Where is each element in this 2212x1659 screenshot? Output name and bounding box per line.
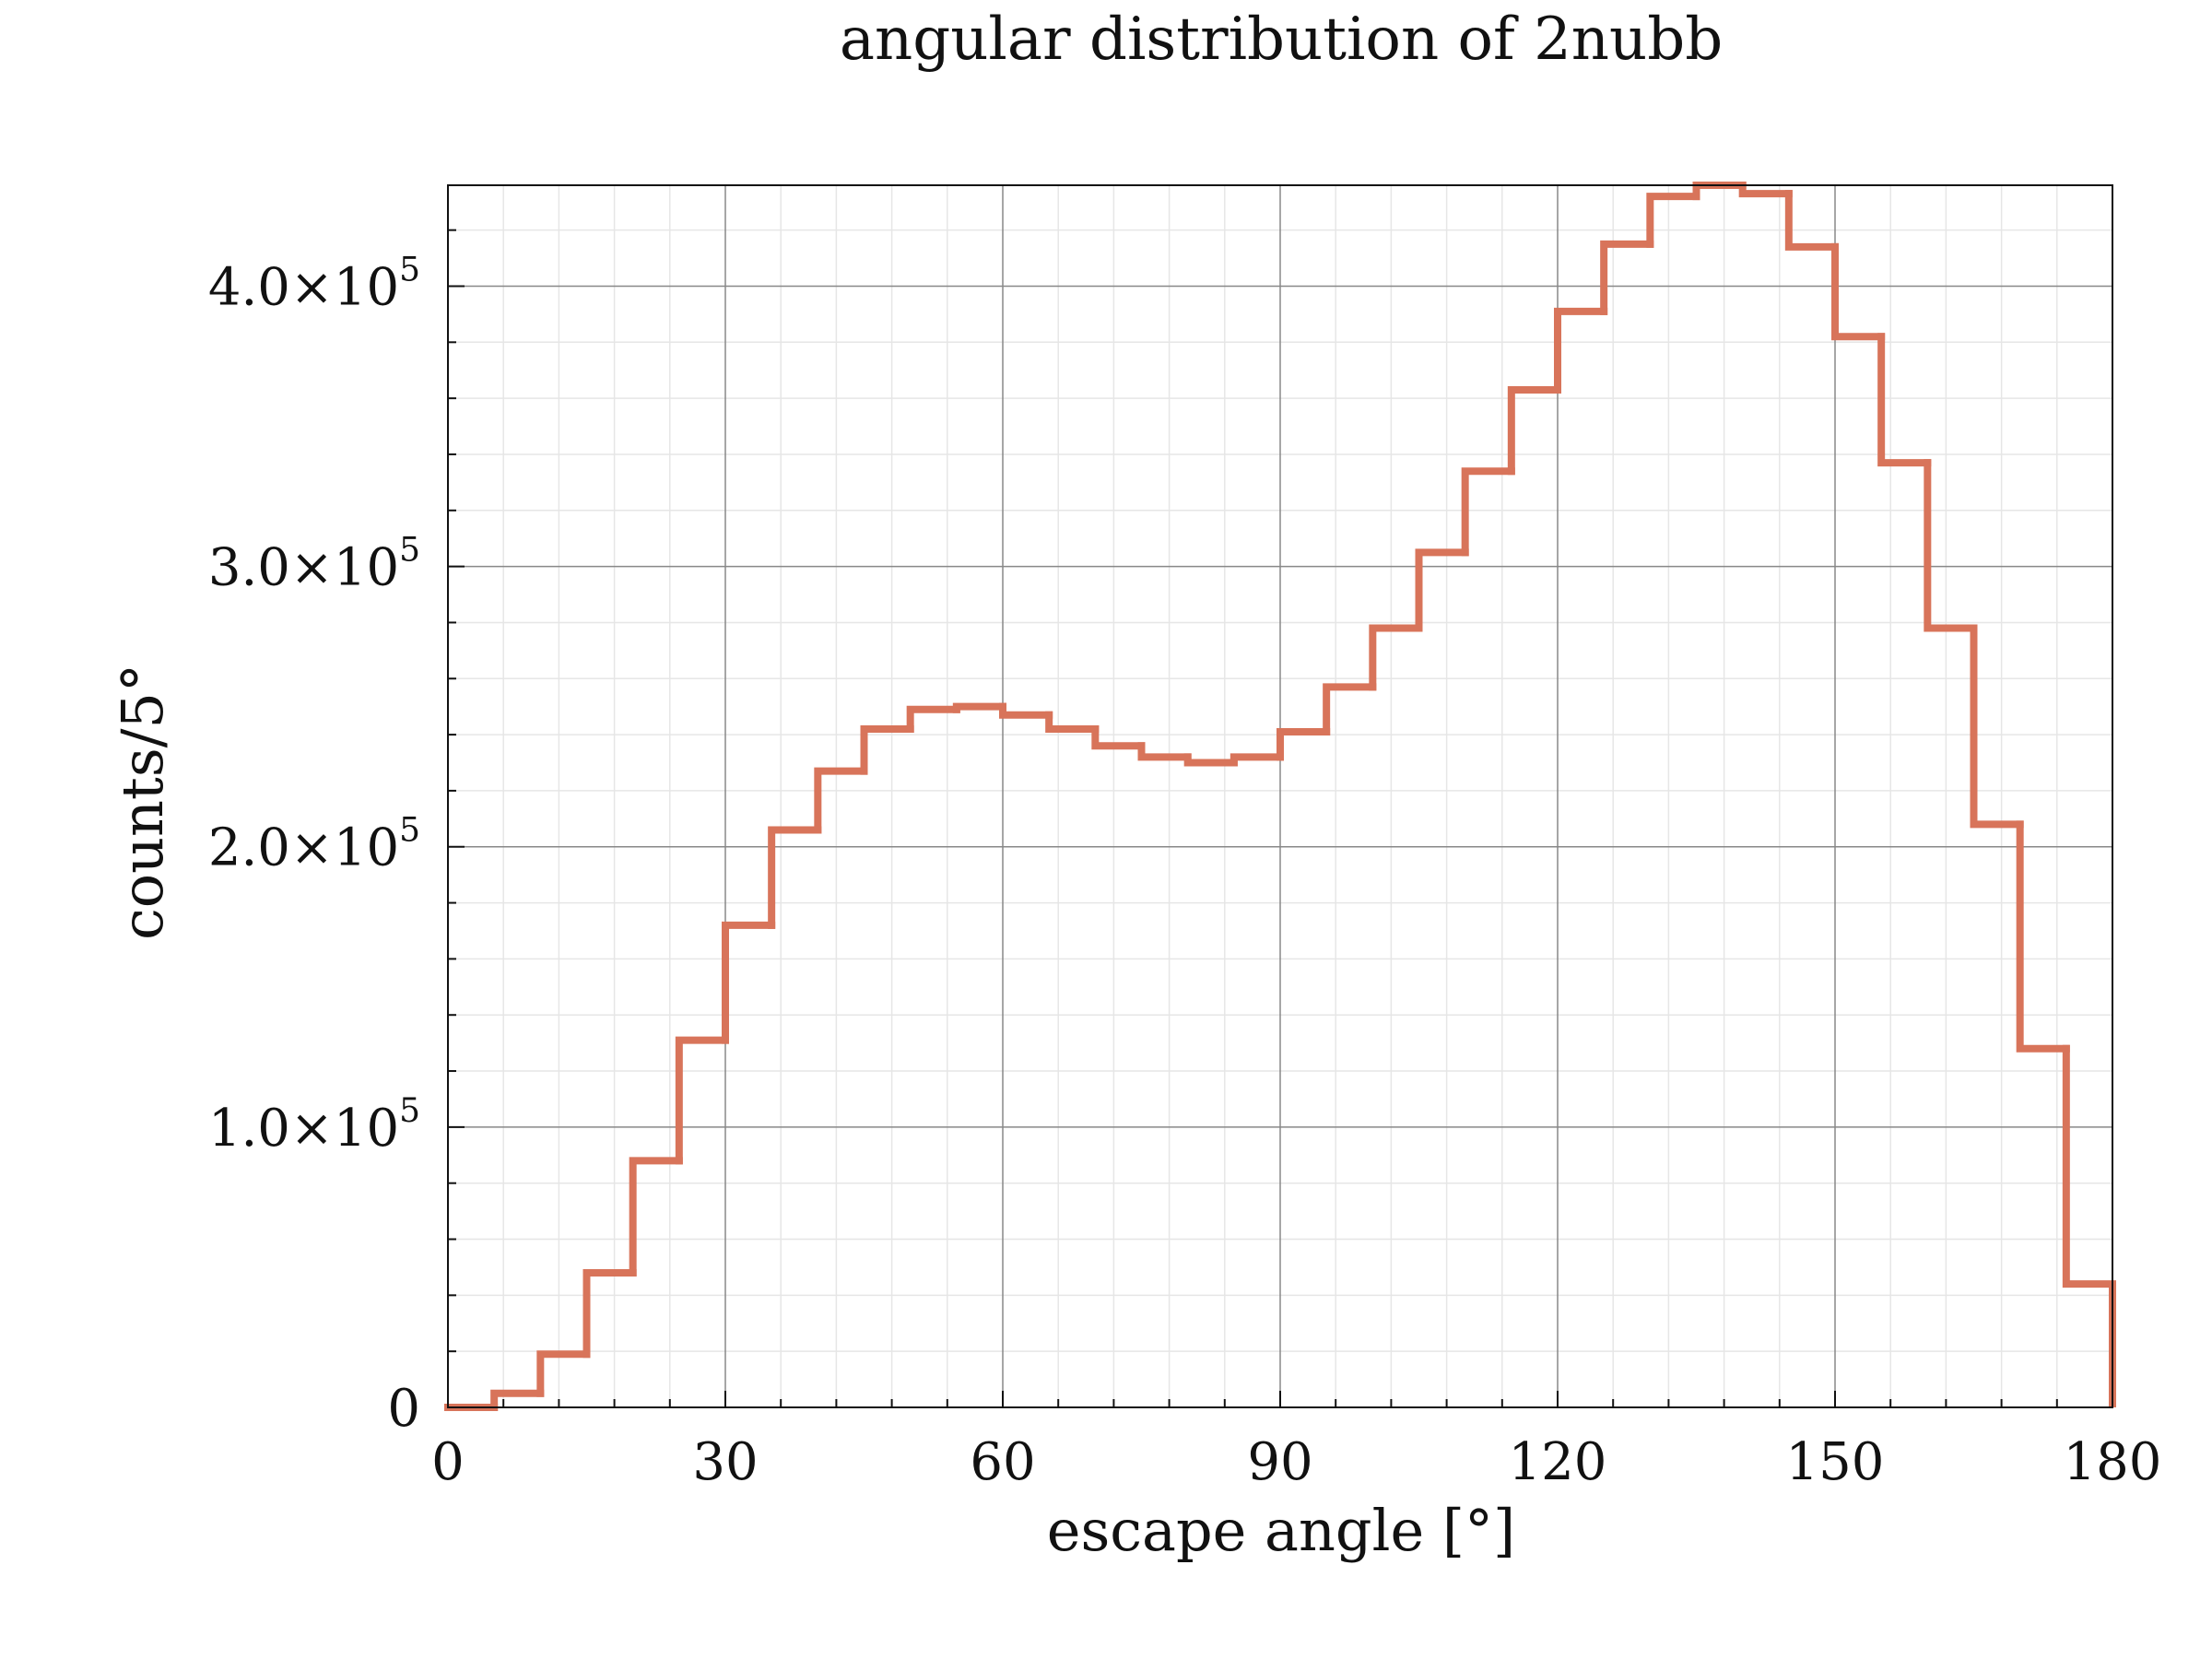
x-tick-label: 180: [2064, 1432, 2162, 1492]
y-tick-labels: 0 1.0×105 2.0×105 3.0×105 4.0×105: [208, 251, 420, 1439]
histogram-bin: [1461, 467, 1515, 557]
histogram-bin: [1784, 190, 1839, 251]
histogram-bin: [1554, 307, 1608, 394]
histogram-bin: [952, 702, 1006, 713]
histogram-bin: [629, 1157, 683, 1277]
y-tick-label: 2.0×105: [208, 812, 420, 878]
histogram-bin: [768, 826, 822, 929]
histogram-bin: [1045, 711, 1100, 734]
x-tick-label: 60: [970, 1432, 1035, 1492]
histogram-bin: [1831, 242, 1886, 341]
histogram-bin: [536, 1350, 591, 1397]
histogram-bin: [1970, 624, 2024, 829]
histogram-bin: [490, 1389, 545, 1411]
histogram-bin: [675, 1036, 729, 1165]
histogram-bin: [1369, 624, 1423, 691]
histogram-bin: [1646, 193, 1700, 248]
x-tick-label: 30: [692, 1432, 758, 1492]
histogram-bin: [1230, 753, 1284, 767]
histogram-bin: [1137, 742, 1192, 761]
x-tick-label: 150: [1786, 1432, 1885, 1492]
y-tick-label: 1.0×105: [208, 1092, 420, 1159]
histogram-bin: [1091, 725, 1146, 750]
histogram-bin: [2062, 1044, 2116, 1288]
histogram-bin: [1507, 386, 1561, 476]
x-tick-labels: 0 30 60 90 120 150 180: [431, 1432, 2161, 1492]
histogram-bin: [1692, 182, 1747, 201]
histogram-bin: [1415, 548, 1469, 632]
histogram-bin: [860, 725, 914, 775]
y-tick-label: 4.0×105: [208, 251, 420, 317]
histogram-bin: [1877, 333, 1932, 467]
histogram-bin: [906, 705, 960, 734]
histogram-bin: [1277, 728, 1331, 761]
x-tick-label: 120: [1509, 1432, 1607, 1492]
histogram-bin: [1924, 459, 1978, 632]
histogram-bin: [1600, 240, 1654, 315]
histogram-bin: [582, 1269, 637, 1359]
histogram-bin: [2016, 820, 2070, 1053]
y-tick-label: 0: [387, 1379, 420, 1439]
histogram-bin: [1183, 753, 1238, 767]
y-axis-label: counts/5°: [109, 664, 176, 940]
y-tick-label: 3.0×105: [208, 532, 420, 598]
x-tick-label: 0: [431, 1432, 465, 1492]
major-grid: [448, 185, 2112, 1407]
chart-title: angular distribution of 2nubb: [840, 6, 1723, 74]
histogram-bin: [1738, 182, 1793, 198]
x-tick-label: 90: [1247, 1432, 1312, 1492]
histogram-bin: [814, 767, 868, 834]
tick-marks: [447, 229, 2113, 1408]
histogram-bin: [1323, 683, 1377, 736]
histogram-bin: [999, 702, 1053, 719]
histogram-bin: [722, 921, 776, 1044]
x-axis-label: escape angle [°]: [1047, 1497, 1515, 1564]
